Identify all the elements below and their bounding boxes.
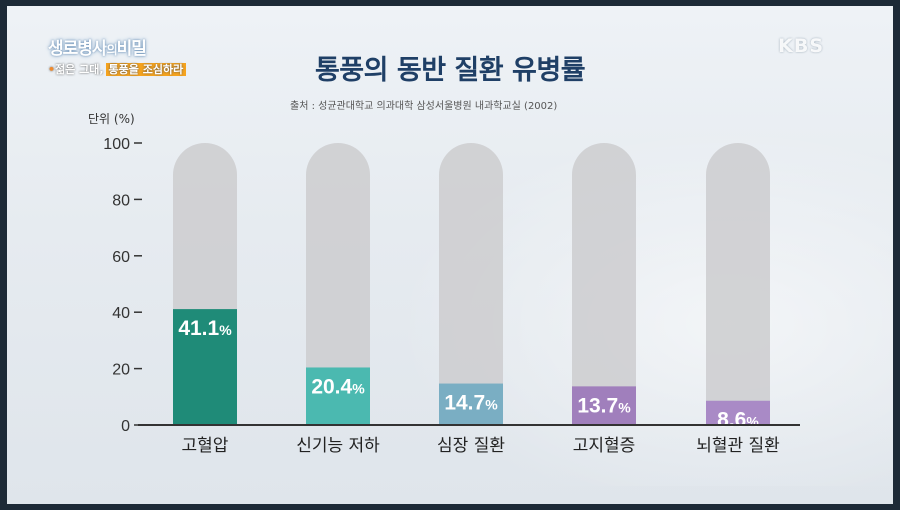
program-subtitle: •젊은 그대, 통풍을 조심하라 (48, 61, 187, 77)
unit-label: 단위 (%) (88, 112, 135, 126)
bar-2 (306, 367, 370, 425)
y-tick-label: 100 (103, 136, 130, 153)
data-label: 41.1% (178, 317, 232, 340)
bar-track (439, 143, 503, 425)
broadcaster-watermark: KBS (778, 35, 824, 57)
bar-track (306, 143, 370, 425)
y-tick-label: 40 (112, 305, 130, 322)
y-tick-label: 0 (121, 418, 130, 435)
source-note: 출처 : 성균관대학교 의과대학 삼성서울병원 내과학교실 (2002) (290, 101, 558, 112)
x-tick-label: 고지혈증 (573, 436, 636, 456)
x-tick-label: 뇌혈관 질환 (696, 436, 780, 456)
x-tick-label: 심장 질환 (437, 436, 505, 456)
bar-1 (173, 309, 237, 425)
x-tick-label: 신기능 저하 (296, 436, 380, 456)
bar-4 (572, 386, 636, 425)
bar-track (706, 143, 770, 425)
y-tick-label: 60 (112, 249, 130, 266)
bar-3 (439, 383, 503, 425)
data-label: 13.7% (577, 394, 631, 417)
chart-title: 통풍의 동반 질환 유병률 (314, 55, 586, 86)
data-label: 20.4% (311, 375, 365, 398)
bar-track (572, 143, 636, 425)
x-tick-label: 고혈압 (182, 436, 229, 456)
bar-5 (706, 400, 770, 425)
y-tick-label: 20 (112, 362, 130, 379)
data-label: 14.7% (444, 392, 498, 415)
y-tick-label: 80 (112, 192, 130, 209)
program-logo: 생로병사의비밀 •젊은 그대, 통풍을 조심하라 (48, 34, 187, 77)
program-title: 생로병사의비밀 (48, 39, 147, 59)
